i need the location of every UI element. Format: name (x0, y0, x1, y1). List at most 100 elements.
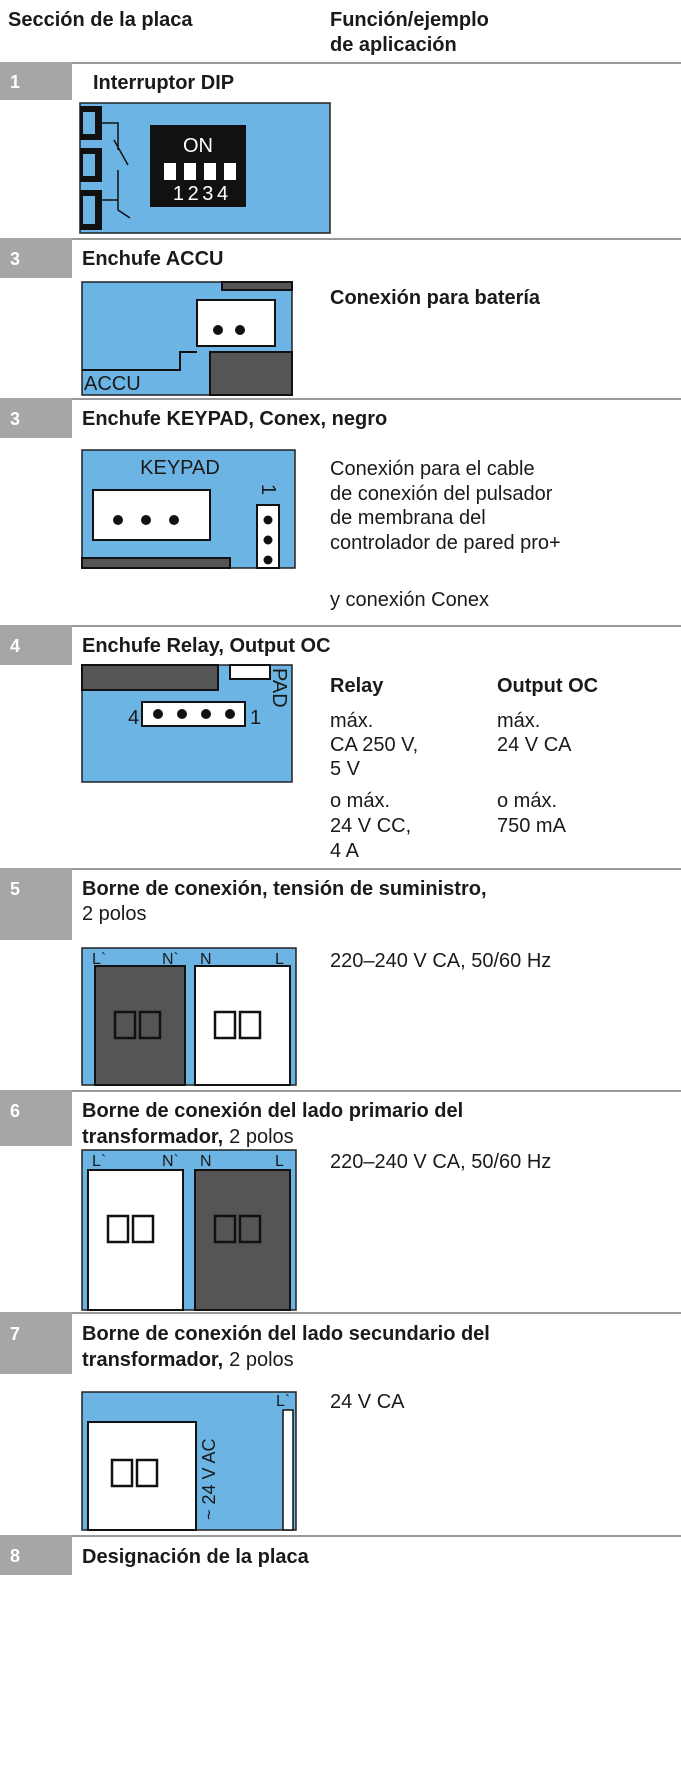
illustration-shape (238, 1010, 262, 1040)
image-label: N (200, 951, 212, 968)
illustration-shape (87, 1169, 184, 1311)
row-title: Enchufe ACCU (82, 248, 223, 270)
table-cell: 750 mA (497, 815, 567, 837)
description: de conexión del pulsador (330, 483, 553, 505)
illustration-shape (263, 535, 273, 545)
illustration-shape (229, 664, 271, 680)
row-title: Borne de conexión, tensión de suministro… (82, 878, 487, 900)
image-label: L` (92, 951, 106, 968)
illustration-shape (153, 709, 163, 719)
illustration-shape (221, 281, 293, 291)
illustration-shape (209, 351, 293, 396)
description: de membrana del (330, 507, 486, 529)
description: 220–240 V CA, 50/60 Hz (330, 1151, 551, 1173)
row-title: Borne de conexión del lado secundario de… (82, 1323, 490, 1345)
row-title: Enchufe Relay, Output OC (82, 635, 331, 657)
illustration-shape (0, 398, 72, 438)
header-function: Función/ejemplo (330, 9, 489, 31)
row-title: Designación de la placa (82, 1546, 310, 1568)
image-label: L` (92, 1153, 106, 1170)
illustration-shape (113, 1010, 137, 1040)
description: Conexión para batería (330, 287, 541, 309)
illustration-shape (201, 709, 211, 719)
illustration-shape (0, 1312, 72, 1374)
table-cell: 24 V CA (497, 734, 572, 756)
table-cell: 24 V CC, (330, 815, 411, 837)
illustration-shape (213, 325, 223, 335)
illustration-shape (263, 515, 273, 525)
table-header: Relay (330, 675, 384, 697)
table-cell: 4 A (330, 840, 360, 862)
image-label: 1 (250, 707, 261, 729)
image-label: 1 2 3 4 (173, 183, 228, 205)
image-label: N (200, 1153, 212, 1170)
row-number: 8 (10, 1546, 20, 1566)
description: 24 V CA (330, 1391, 405, 1413)
image-label: N` (162, 951, 179, 968)
illustration-shape (169, 515, 179, 525)
image-label: L (275, 951, 284, 968)
row-title: Enchufe KEYPAD, Conex, negro (82, 408, 387, 430)
row-title-line: transformador, 2 polos (82, 1126, 294, 1148)
illustration-shape (141, 515, 151, 525)
row-title: transformador, (82, 1126, 223, 1148)
table-cell: máx. (330, 710, 373, 732)
illustration-shape (204, 163, 216, 180)
illustration-shape (83, 112, 95, 134)
illustration-shape (131, 1214, 155, 1244)
illustration-shape (235, 325, 245, 335)
row-title-tail: 2 polos (229, 1126, 294, 1148)
description: Conexión para el cable (330, 458, 535, 480)
row-number: 7 (10, 1324, 20, 1344)
illustration-shape (0, 625, 72, 665)
illustration-shape (213, 1010, 237, 1040)
illustration-shape (113, 515, 123, 525)
table-cell: o máx. (330, 790, 390, 812)
table-cell: 5 V (330, 758, 361, 780)
illustration-shape (0, 1090, 72, 1146)
image-label: L (275, 1153, 284, 1170)
illustration-shape (135, 1458, 159, 1488)
header-function: de aplicación (330, 34, 457, 56)
image-label: ACCU (84, 373, 141, 395)
illustration-shape (224, 163, 236, 180)
illustration-shape (106, 1214, 130, 1244)
illustration-shape (87, 1421, 197, 1531)
row-number: 3 (10, 409, 20, 429)
illustration-shape (83, 196, 95, 224)
image-label: KEYPAD (140, 457, 220, 479)
description: y conexión Conex (330, 589, 489, 611)
illustration-shape (0, 868, 72, 940)
illustration-shape (238, 1214, 262, 1244)
image-label: N` (162, 1153, 179, 1170)
description: controlador de pared pro+ (330, 532, 561, 554)
table-cell: o máx. (497, 790, 557, 812)
image-label: PAD (268, 668, 290, 708)
table-header: Output OC (497, 675, 598, 697)
illustration-shape (138, 1010, 162, 1040)
illustration-shape (81, 664, 219, 691)
table-cell: máx. (497, 710, 540, 732)
illustration-shape (164, 163, 176, 180)
header-section: Sección de la placa (8, 9, 193, 31)
row-number: 3 (10, 249, 20, 269)
illustration-shape (92, 489, 211, 541)
row-title-line: transformador, 2 polos (82, 1349, 294, 1371)
illustration-shape (184, 163, 196, 180)
row-title: transformador, (82, 1349, 223, 1371)
image-label: 1 (257, 484, 279, 495)
illustration-shape (194, 1169, 291, 1311)
illustration-shape (196, 299, 276, 347)
illustration-shape (225, 709, 235, 719)
image-label: ~ 24 V AC (199, 1438, 219, 1520)
row-title: Interruptor DIP (93, 72, 234, 94)
row-title: Borne de conexión del lado primario del (82, 1100, 463, 1122)
image-label: 4 (128, 707, 139, 729)
row-number: 4 (10, 636, 20, 656)
illustration-shape (102, 122, 131, 219)
illustration-shape (0, 238, 72, 278)
illustration-shape (194, 965, 291, 1086)
row-title-tail: 2 polos (229, 1349, 294, 1371)
row-number: 6 (10, 1101, 20, 1121)
